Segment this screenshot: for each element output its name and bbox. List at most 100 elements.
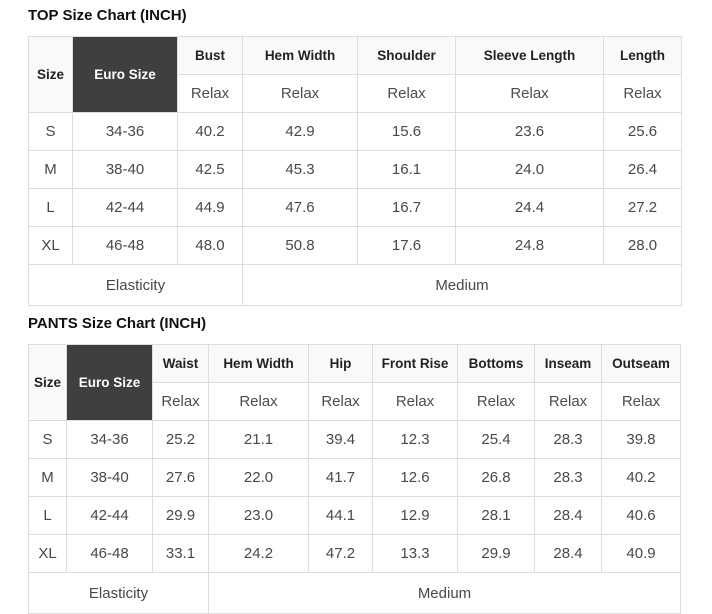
top-chart-title: TOP Size Chart (INCH) [28,7,187,24]
column-header-hip: Hip [308,344,373,383]
data-cell: 28.0 [603,226,682,265]
fit-cell: Relax [534,382,602,421]
table-row: L 42-44 29.9 23.0 44.1 12.9 28.1 28.4 40… [28,496,681,535]
fit-cell: Relax [457,382,535,421]
euro-size-cell: 34-36 [66,420,153,459]
data-cell: 24.8 [455,226,604,265]
fit-cell: Relax [242,74,358,113]
column-header-shoulder: Shoulder [357,36,456,75]
column-header-outseam: Outseam [601,344,681,383]
top-header-row: Size Euro Size Bust Hem Width Shoulder S… [28,36,682,113]
table-row: S 34-36 25.2 21.1 39.4 12.3 25.4 28.3 39… [28,420,681,459]
table-row: S 34-36 40.2 42.9 15.6 23.6 25.6 [28,112,682,151]
data-cell: 33.1 [152,534,209,573]
elasticity-label-cell: Elasticity [28,264,243,306]
fit-cell: Relax [152,382,209,421]
data-cell: 42.5 [177,150,243,189]
fit-cell: Relax [308,382,373,421]
table-row: M 38-40 42.5 45.3 16.1 24.0 26.4 [28,150,682,189]
fit-cell: Relax [357,74,456,113]
data-cell: 24.4 [455,188,604,227]
size-cell: L [28,188,73,227]
euro-size-cell: 38-40 [66,458,153,497]
euro-size-cell: 46-48 [66,534,153,573]
pants-chart-title: PANTS Size Chart (INCH) [28,315,207,332]
euro-size-cell: 46-48 [72,226,178,265]
data-cell: 28.4 [534,534,602,573]
table-row: L 42-44 44.9 47.6 16.7 24.4 27.2 [28,188,682,227]
size-cell: XL [28,226,73,265]
fit-cell: Relax [603,74,682,113]
size-cell: L [28,496,67,535]
data-cell: 28.3 [534,458,602,497]
fit-cell: Relax [601,382,681,421]
data-cell: 12.6 [372,458,458,497]
size-cell: M [28,150,73,189]
size-cell: S [28,420,67,459]
fit-cell: Relax [208,382,309,421]
data-cell: 13.3 [372,534,458,573]
data-cell: 27.6 [152,458,209,497]
column-header-waist: Waist [152,344,209,383]
data-cell: 39.8 [601,420,681,459]
data-cell: 42.9 [242,112,358,151]
data-cell: 16.1 [357,150,456,189]
fit-cell: Relax [177,74,243,113]
data-cell: 27.2 [603,188,682,227]
data-cell: 40.2 [601,458,681,497]
size-header: Size [28,36,73,113]
data-cell: 12.9 [372,496,458,535]
fit-cell: Relax [455,74,604,113]
pants-size-table: Size Euro Size Waist Hem Width Hip Front… [28,344,681,614]
column-header-length: Length [603,36,682,75]
data-cell: 50.8 [242,226,358,265]
size-cell: XL [28,534,67,573]
table-row: XL 46-48 48.0 50.8 17.6 24.8 28.0 [28,226,682,265]
data-cell: 41.7 [308,458,373,497]
euro-size-cell: 42-44 [72,188,178,227]
data-cell: 23.0 [208,496,309,535]
data-cell: 15.6 [357,112,456,151]
column-header-hem-width: Hem Width [242,36,358,75]
elasticity-value-cell: Medium [208,572,681,614]
column-header-hem-width: Hem Width [208,344,309,383]
data-cell: 21.1 [208,420,309,459]
data-cell: 12.3 [372,420,458,459]
data-cell: 28.3 [534,420,602,459]
column-header-bust: Bust [177,36,243,75]
footer-row: Elasticity Medium [28,572,681,614]
data-cell: 28.1 [457,496,535,535]
euro-size-cell: 34-36 [72,112,178,151]
data-cell: 25.6 [603,112,682,151]
column-header-bottoms: Bottoms [457,344,535,383]
data-cell: 22.0 [208,458,309,497]
pants-header-row: Size Euro Size Waist Hem Width Hip Front… [28,344,681,421]
column-header-inseam: Inseam [534,344,602,383]
table-row: XL 46-48 33.1 24.2 47.2 13.3 29.9 28.4 4… [28,534,681,573]
size-cell: M [28,458,67,497]
data-cell: 48.0 [177,226,243,265]
euro-size-cell: 38-40 [72,150,178,189]
euro-size-header: Euro Size [72,36,178,113]
data-cell: 26.4 [603,150,682,189]
data-cell: 28.4 [534,496,602,535]
elasticity-value-cell: Medium [242,264,682,306]
data-cell: 40.6 [601,496,681,535]
top-size-table: Size Euro Size Bust Hem Width Shoulder S… [28,36,682,306]
top-fit-row: Relax Relax Relax Relax Relax [29,74,682,113]
elasticity-label-cell: Elasticity [28,572,209,614]
size-cell: S [28,112,73,151]
data-cell: 24.0 [455,150,604,189]
column-header-sleeve-length: Sleeve Length [455,36,604,75]
data-cell: 39.4 [308,420,373,459]
data-cell: 26.8 [457,458,535,497]
data-cell: 17.6 [357,226,456,265]
data-cell: 45.3 [242,150,358,189]
euro-size-cell: 42-44 [66,496,153,535]
size-header: Size [28,344,67,421]
footer-row: Elasticity Medium [28,264,682,306]
data-cell: 47.6 [242,188,358,227]
data-cell: 40.2 [177,112,243,151]
data-cell: 44.9 [177,188,243,227]
